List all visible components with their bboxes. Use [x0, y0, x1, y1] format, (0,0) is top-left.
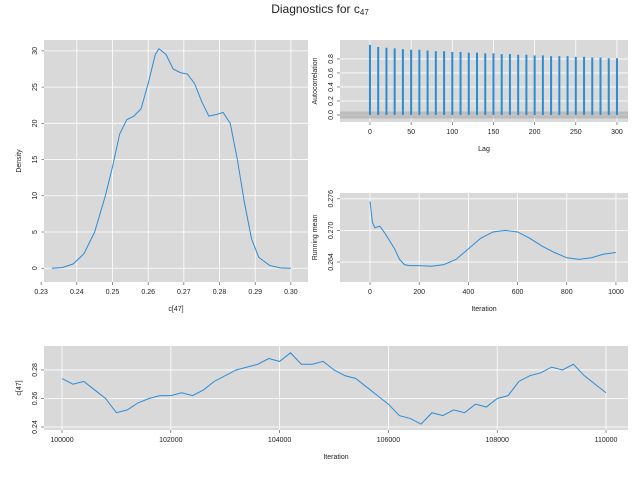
- x-tick-label: 50: [407, 129, 415, 136]
- y-tick-label: 0.4: [328, 82, 335, 92]
- x-tick-label: 102000: [159, 437, 182, 444]
- x-tick-label: 108000: [486, 437, 509, 444]
- y-tick-label: 0.276: [328, 190, 335, 208]
- x-tick-label: 106000: [377, 437, 400, 444]
- y-axis-label: c[47]: [16, 380, 23, 395]
- panel-background: [44, 346, 628, 430]
- x-axis-label: Lag: [478, 146, 490, 153]
- x-tick-label: 0.23: [34, 289, 48, 296]
- confidence-band: [340, 111, 628, 119]
- x-tick-label: 100: [446, 129, 458, 136]
- y-tick-label: 25: [32, 83, 39, 91]
- x-tick-label: 0.28: [213, 289, 227, 296]
- data-line: [369, 201, 617, 267]
- x-tick-label: 0.30: [284, 289, 298, 296]
- x-tick-label: 0: [368, 289, 372, 296]
- x-tick-label: 200: [529, 129, 541, 136]
- y-axis-label: Density: [16, 149, 23, 173]
- x-tick-label: 100000: [50, 437, 73, 444]
- data-line: [51, 47, 291, 269]
- y-tick-label: 0: [32, 266, 39, 270]
- x-tick-label: 600: [512, 289, 524, 296]
- y-tick-label: 0.8: [328, 54, 335, 64]
- y-tick-label: 0.26: [32, 392, 39, 406]
- x-tick-label: 0.29: [248, 289, 262, 296]
- panel-background: [340, 193, 628, 282]
- y-tick-label: 15: [32, 156, 39, 164]
- x-tick-label: 800: [561, 289, 573, 296]
- y-tick-label: 0.24: [32, 420, 39, 434]
- y-axis-label: Running mean: [312, 215, 319, 261]
- title-main: Diagnostics for c: [271, 2, 360, 16]
- panel-background: [340, 40, 628, 122]
- x-tick-label: 0.24: [70, 289, 84, 296]
- x-tick-label: 0.27: [177, 289, 191, 296]
- y-axis-label: Autocorrelation: [312, 57, 319, 104]
- y-tick-label: 0.270: [328, 222, 335, 240]
- x-axis-label: Iteration: [323, 454, 348, 461]
- figure-title: Diagnostics for c47: [271, 2, 369, 17]
- x-tick-label: 0.26: [141, 289, 155, 296]
- x-tick-label: 0.25: [106, 289, 120, 296]
- y-tick-label: 5: [32, 230, 39, 234]
- y-tick-label: 0.264: [328, 253, 335, 271]
- y-tick-label: 0.6: [328, 68, 335, 78]
- x-tick-label: 110000: [595, 437, 618, 444]
- x-tick-label: 150: [488, 129, 500, 136]
- x-axis-label: c[47]: [168, 306, 183, 313]
- y-tick-label: 0.2: [328, 96, 335, 106]
- x-tick-label: 250: [570, 129, 582, 136]
- x-tick-label: 104000: [268, 437, 291, 444]
- y-tick-label: 10: [32, 192, 39, 200]
- x-tick-label: 300: [611, 129, 623, 136]
- y-tick-label: 0.28: [32, 363, 39, 377]
- x-tick-label: 400: [463, 289, 475, 296]
- title-subscript: 47: [360, 8, 369, 17]
- panel-background: [44, 40, 308, 282]
- data-line: [61, 352, 607, 425]
- x-tick-label: 0: [368, 129, 372, 136]
- y-tick-label: 0.0: [328, 110, 335, 120]
- x-tick-label: 1000: [608, 289, 624, 296]
- y-tick-label: 20: [32, 119, 39, 127]
- y-tick-label: 30: [32, 47, 39, 55]
- x-tick-label: 200: [413, 289, 425, 296]
- x-axis-label: Iteration: [471, 306, 496, 313]
